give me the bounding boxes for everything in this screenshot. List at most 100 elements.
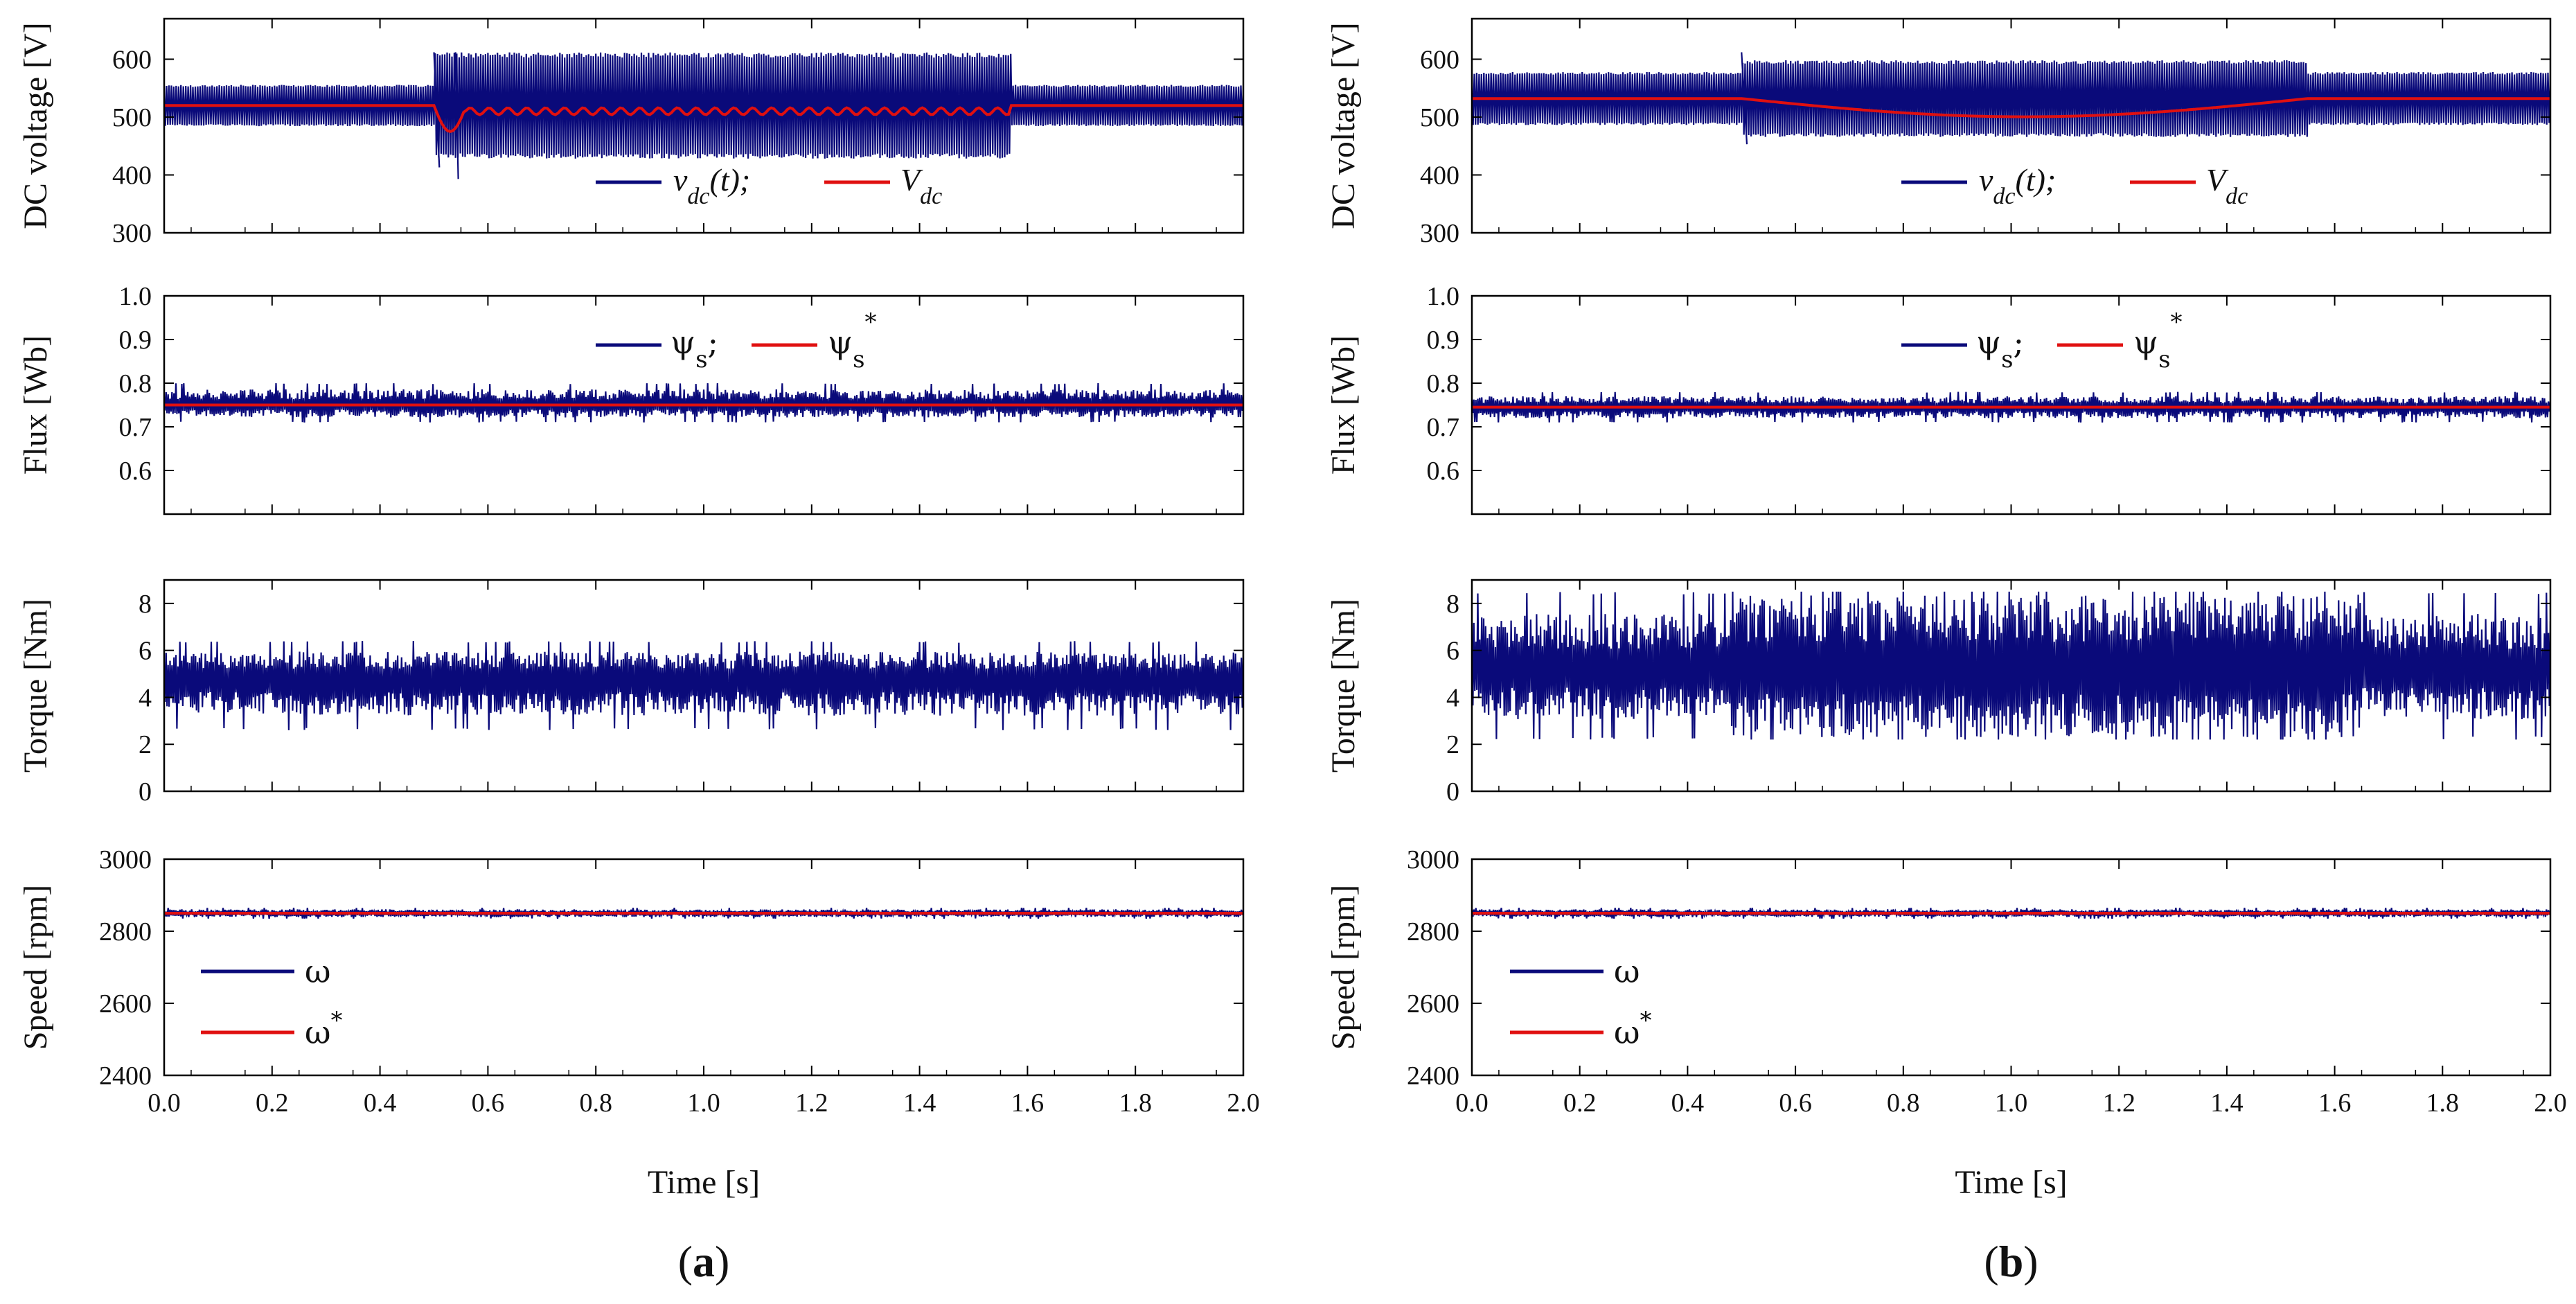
- chart-a-speed: 0.0 0.2 0.4 0.6 0.8 1.0 1.2 1.4 1.6 1.8 2.0 2400 260…: [17, 845, 1260, 1118]
- x-tick-label: 0.6: [472, 1089, 505, 1118]
- x-tick-label: 1.0: [687, 1089, 720, 1118]
- x-tick-label: 1.6: [1011, 1089, 1045, 1118]
- legend-text-Vdc: Vdc: [900, 162, 942, 209]
- x-tick-label: 0.2: [1563, 1089, 1597, 1118]
- x-tick-label: 1.6: [2318, 1089, 2352, 1118]
- plot-area: [164, 52, 1243, 179]
- y-tick-label: 500: [112, 103, 152, 132]
- legend-text-psi-ref: ψs*: [2133, 308, 2183, 373]
- y-tick-label: 600: [1420, 45, 1459, 74]
- plot-area: [1472, 591, 2550, 740]
- chart-b-speed: 0.0 0.2 0.4 0.6 0.8 1.0 1.2 1.4 1.6 1.8 2.0 2400 260…: [1325, 845, 2567, 1118]
- chart-b-flux: 0.6 0.7 0.8 0.9 1.0 Flux [Wb] ψs; ψs*: [1325, 282, 2552, 516]
- series-torque-measured-line: [1472, 591, 2550, 740]
- x-tick-label: 0.4: [364, 1089, 397, 1118]
- y-tick-label: 2400: [1407, 1061, 1459, 1091]
- legend-text-psi-ref: ψs*: [828, 308, 877, 373]
- y-tick-label: 2: [139, 730, 152, 759]
- x-tick-label: 1.2: [795, 1089, 828, 1118]
- y-tick-label: 0.8: [1427, 369, 1460, 398]
- series-vdc-line: [164, 52, 1243, 179]
- x-tick-label: 0.4: [1671, 1089, 1705, 1118]
- legend-text-Vdc: Vdc: [2206, 162, 2248, 209]
- plot-area: [164, 908, 1243, 919]
- y-axis-label: Flux [Wb]: [1325, 335, 1362, 475]
- series-torque-measured-line: [164, 641, 1243, 730]
- x-tick-label: 0.0: [148, 1089, 181, 1118]
- y-tick-label: 2: [1446, 730, 1459, 759]
- y-tick-label: 4: [139, 683, 152, 712]
- x-tick-label: 0.0: [1455, 1089, 1489, 1118]
- y-tick-label: 6: [1446, 637, 1459, 666]
- y-tick-label: 4: [1446, 683, 1459, 712]
- y-axis-label: DC voltage [V]: [1325, 22, 1362, 229]
- plot-area: [1472, 52, 2550, 145]
- y-tick-label: 8: [1446, 590, 1459, 619]
- x-tick-label: 1.2: [2102, 1089, 2135, 1118]
- y-tick-label: 2800: [99, 917, 152, 946]
- legend-text-vdc: vdc(t);: [1979, 162, 2056, 209]
- y-tick-label: 0.6: [119, 457, 152, 486]
- y-tick-label: 600: [112, 45, 152, 74]
- y-tick-label: 0: [1446, 777, 1459, 807]
- chart-b-dc-voltage: 300 400 500 600 DC voltage [V] vdc(t); Vdc: [1325, 17, 2552, 248]
- series-Vdc-line: [164, 104, 1243, 134]
- x-axis-label: Time [s]: [1955, 1164, 2067, 1201]
- x-tick-label: 2.0: [2534, 1089, 2567, 1118]
- y-tick-label: 2600: [99, 989, 152, 1019]
- chart-a-flux: 0.6 0.7 0.8 0.9 1.0 Flux [Wb] ψs; ψs*: [17, 282, 1245, 516]
- legend-text-psi: ψs;: [1976, 324, 2024, 373]
- y-tick-label: 500: [1420, 103, 1459, 132]
- chart-a-dc-voltage: 300 400 500 600 DC voltage [V] vdc(t); Vdc: [17, 17, 1245, 248]
- x-tick-label: 0.8: [1887, 1089, 1920, 1118]
- legend-text-vdc: vdc(t);: [673, 162, 750, 209]
- y-tick-label: 1.0: [119, 282, 152, 311]
- y-tick-label: 0.7: [1427, 413, 1460, 442]
- x-tick-label: 2.0: [1227, 1089, 1260, 1118]
- y-tick-label: 0.9: [1427, 326, 1460, 355]
- y-tick-label: 3000: [1407, 845, 1459, 874]
- y-tick-label: 0.7: [119, 413, 152, 442]
- y-tick-label: 0.9: [119, 326, 152, 355]
- y-axis-label: Speed [rpm]: [17, 885, 54, 1050]
- y-tick-label: 2400: [99, 1061, 152, 1091]
- y-tick-label: 300: [112, 219, 152, 248]
- chart-a-torque: 0 2 4 6 8 Torque [Nm]: [17, 579, 1245, 807]
- y-axis-label: DC voltage [V]: [17, 22, 54, 229]
- y-tick-label: 400: [112, 161, 152, 190]
- x-tick-label: 1.8: [2426, 1089, 2460, 1118]
- x-tick-label: 0.8: [579, 1089, 612, 1118]
- legend-text-omega-ref: ω*: [305, 1007, 343, 1051]
- y-tick-label: 3000: [99, 845, 152, 874]
- x-tick-label: 1.4: [2210, 1089, 2244, 1118]
- y-tick-label: 300: [1420, 219, 1459, 248]
- y-tick-label: 0.6: [1427, 457, 1460, 486]
- x-tick-label: 1.0: [1995, 1089, 2028, 1118]
- y-tick-label: 0.8: [119, 369, 152, 398]
- y-axis-label: Speed [rpm]: [1325, 885, 1362, 1050]
- y-tick-label: 400: [1420, 161, 1459, 190]
- series-flux-measured-line: [164, 382, 1243, 423]
- x-tick-label: 0.2: [256, 1089, 289, 1118]
- legend-text-omega: ω: [1614, 953, 1640, 990]
- y-tick-label: 1.0: [1427, 282, 1460, 311]
- x-tick-label: 0.6: [1779, 1089, 1812, 1118]
- y-axis-label: Flux [Wb]: [17, 335, 54, 475]
- y-axis-label: Torque [Nm]: [1325, 599, 1362, 773]
- plot-area: [164, 641, 1243, 730]
- x-axis-label: Time [s]: [648, 1164, 760, 1201]
- legend-text-omega: ω: [305, 953, 331, 990]
- legend-text-omega-ref: ω*: [1614, 1007, 1652, 1051]
- y-tick-label: 6: [139, 637, 152, 666]
- panel-label-b: (b): [1984, 1237, 2038, 1286]
- y-tick-label: 2800: [1407, 917, 1459, 946]
- x-tick-label: 1.4: [903, 1089, 936, 1118]
- chart-b-torque: 0 2 4 6 8 Torque [Nm]: [1325, 579, 2552, 807]
- panel-label-a: (a): [678, 1237, 730, 1286]
- x-tick-label: 1.8: [1119, 1089, 1152, 1118]
- y-axis-label: Torque [Nm]: [17, 599, 54, 773]
- y-tick-label: 2600: [1407, 989, 1459, 1019]
- legend-text-psi: ψs;: [670, 324, 718, 373]
- plot-area: [164, 382, 1243, 423]
